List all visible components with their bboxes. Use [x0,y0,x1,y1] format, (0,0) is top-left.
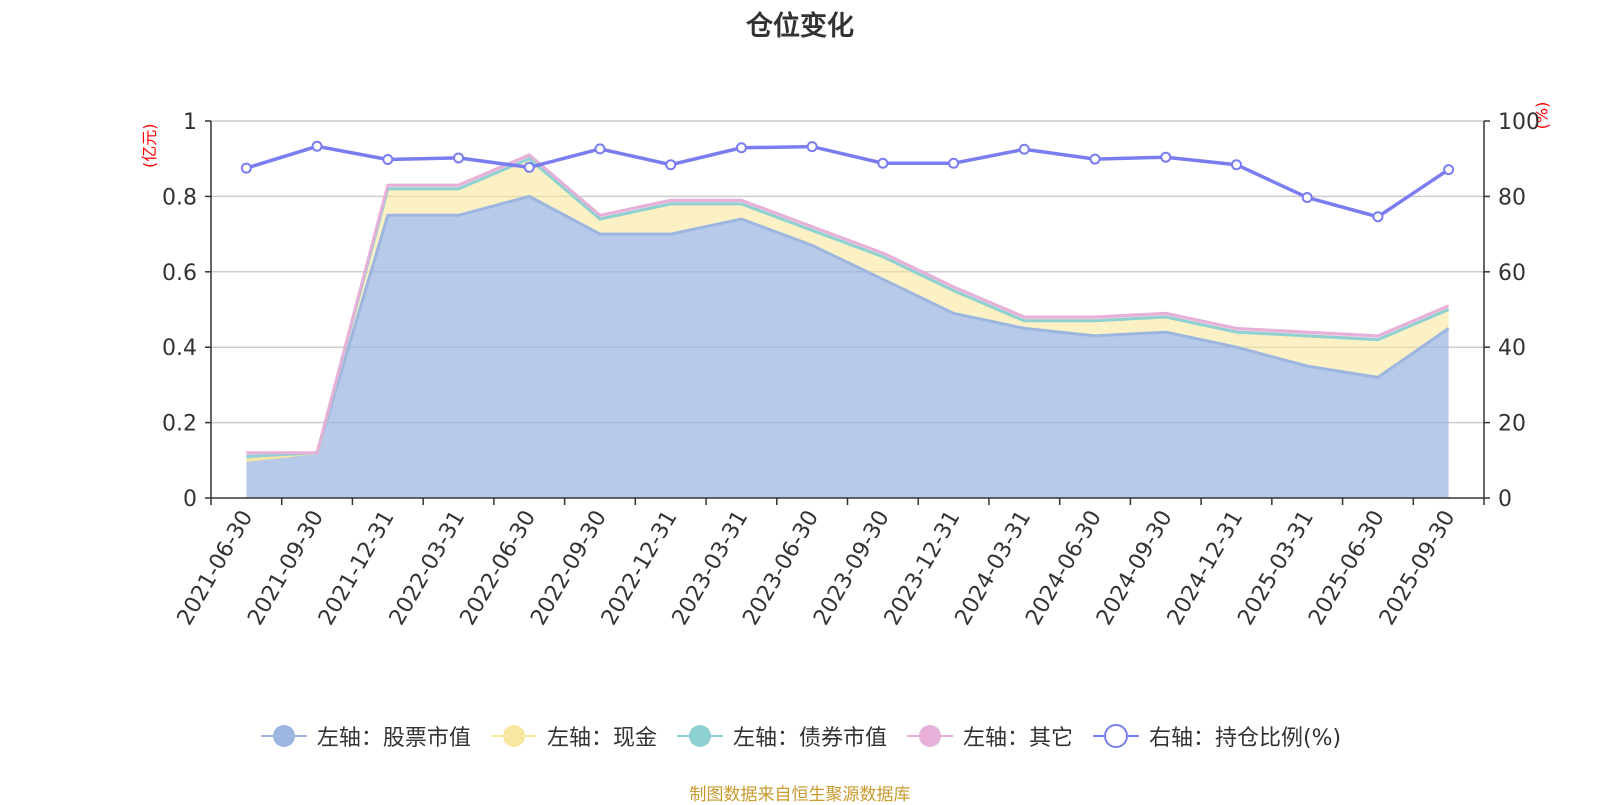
left-tick-label: 0.2 [162,412,197,437]
left-tick-label: 0.8 [162,185,197,210]
legend-item[interactable]: 左轴：现金 [489,720,657,752]
ratio-point [1018,143,1030,155]
ratio-point [1089,153,1101,165]
right-tick-label: 20 [1498,412,1526,437]
x-tick-label: 2021-12-31 [314,506,400,629]
ratio-point [877,157,889,169]
x-tick-label: 2023-09-30 [809,506,895,629]
x-tick-label: 2022-03-31 [385,506,471,629]
x-tick-label: 2022-09-30 [526,506,612,629]
legend-label: 左轴：股票市值 [316,726,471,751]
chart-canvas: 00.20.40.60.810204060801002021-06-302021… [162,110,1540,630]
x-tick-label: 2025-06-30 [1304,506,1390,629]
ratio-point [948,157,960,169]
right-tick-label: 80 [1498,185,1526,210]
x-tick-label: 2025-03-31 [1233,506,1319,629]
legend-marker-icon [260,725,307,747]
x-tick-label: 2024-12-31 [1163,506,1249,629]
x-tick-label: 2024-06-30 [1021,506,1107,629]
legend-marker-icon [906,725,953,747]
legend-label: 左轴：其它 [962,726,1073,751]
ratio-point [1160,151,1172,163]
x-tick-label: 2021-06-30 [173,506,259,629]
legend-item[interactable]: 左轴：股票市值 [259,720,471,752]
legend-marker-icon [490,725,537,747]
x-tick-label: 2024-03-31 [951,506,1037,629]
ratio-point [665,159,677,171]
x-tick-label: 2021-09-30 [243,506,329,629]
x-tick-label: 2023-06-30 [738,506,824,629]
ratio-point [1372,211,1384,223]
legend-item[interactable]: 左轴：其它 [905,720,1073,752]
ratio-point [1301,192,1313,204]
area-line-3 [246,156,1450,458]
legend-item[interactable]: 左轴：债券市值 [675,720,887,752]
ratio-point [453,152,465,164]
legend-marker-icon [676,725,723,747]
x-tick-label: 2022-06-30 [456,506,542,629]
left-tick-label: 0.6 [162,261,197,286]
chart-title: 仓位变化 [746,11,854,42]
x-tick-label: 2023-03-31 [668,506,754,629]
legend-label: 左轴：债券市值 [732,726,887,751]
area-1 [246,196,1449,498]
left-tick-label: 0 [183,487,197,512]
legend-marker-icon [1092,724,1139,748]
ratio-point [311,140,323,152]
legend-label: 左轴：现金 [546,726,657,751]
x-tick-label: 2024-09-30 [1092,506,1178,629]
ratio-point [240,162,252,174]
x-tick-label: 2025-09-30 [1375,506,1461,629]
area-line-4 [246,153,1450,455]
ratio-point [735,142,747,154]
chart-legend: 左轴：股票市值 左轴：现金 左轴：债券市值 左轴：其它 右轴：持仓比例(%) [0,720,1600,752]
x-tick-label: 2022-12-31 [597,506,683,629]
right-tick-label: 40 [1498,336,1526,361]
left-tick-label: 0.4 [162,336,197,361]
ratio-point [1443,164,1455,176]
right-tick-label: 60 [1498,261,1526,286]
ratio-point [594,143,606,155]
ratio-point [1230,159,1242,171]
source-note: 制图数据来自恒生聚源数据库 [689,785,911,805]
right-tick-label: 100 [1498,110,1540,135]
ratio-line [245,144,1450,219]
x-tick-label: 2023-12-31 [880,506,966,629]
ratio-point [523,161,535,173]
legend-item[interactable]: 右轴：持仓比例(%) [1091,720,1341,752]
ratio-point [806,141,818,153]
area-line-1 [246,194,1450,462]
legend-label: 右轴：持仓比例(%) [1148,726,1342,751]
ratio-point [382,153,394,165]
left-tick-label: 1 [183,110,197,135]
right-tick-label: 0 [1498,487,1512,512]
